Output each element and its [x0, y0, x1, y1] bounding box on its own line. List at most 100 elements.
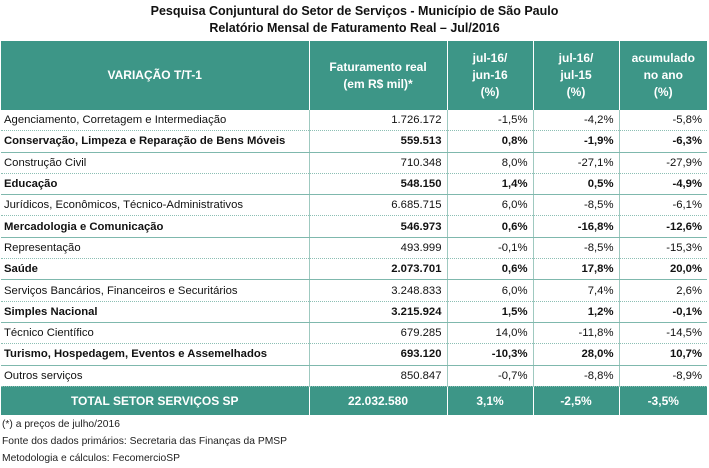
table-row: Saúde 2.073.701 0,6% 17,8% 20,0% [1, 258, 707, 281]
row-label: Simples Nacional [1, 301, 309, 323]
row-mensal: 1,5% [446, 301, 533, 323]
header-acumulado-line1: acumulado [631, 51, 695, 65]
header-mensal-line2: jun-16 [472, 68, 508, 82]
table-header-row: VARIAÇÃO T/T-1 Faturamento real (em R$ m… [1, 41, 707, 110]
row-label: Jurídicos, Econômicos, Técnico-Administr… [1, 194, 309, 217]
header-mensal-line3: (%) [480, 85, 500, 99]
row-anual: 1,2% [532, 301, 619, 323]
total-anual: -2,5% [533, 386, 620, 415]
row-faturamento: 710.348 [308, 152, 447, 174]
total-acumulado: -3,5% [619, 386, 707, 415]
row-mensal: 14,0% [446, 322, 533, 345]
header-mensal-line1: jul-16/ [472, 51, 508, 65]
row-mensal: 8,0% [446, 152, 533, 174]
row-acumulado: -4,9% [618, 173, 707, 196]
row-mensal: 6,0% [446, 279, 533, 302]
row-acumulado: 10,7% [618, 343, 707, 366]
row-faturamento: 548.150 [308, 173, 447, 196]
row-acumulado: -6,3% [618, 130, 707, 153]
table-row: Educação 548.150 1,4% 0,5% -4,9% [1, 173, 707, 196]
header-anual-line1: jul-16/ [558, 51, 594, 65]
header-faturamento-line2: (em R$ mil)* [343, 76, 413, 91]
row-faturamento: 693.120 [308, 343, 447, 366]
row-faturamento: 3.215.924 [308, 301, 447, 323]
revenue-table: VARIAÇÃO T/T-1 Faturamento real (em R$ m… [1, 41, 707, 415]
header-mensal: jul-16/ jun-16 (%) [447, 41, 534, 110]
table-row: Técnico Científico 679.285 14,0% -11,8% -14,… [1, 322, 707, 345]
row-anual: 0,5% [532, 173, 619, 196]
header-acumulado: acumulado no ano (%) [619, 41, 707, 110]
row-mensal: 6,0% [446, 194, 533, 217]
row-faturamento: 850.847 [308, 365, 447, 387]
total-mensal: 3,1% [447, 386, 534, 415]
header-acumulado-line3: (%) [653, 85, 673, 99]
footnote-metodologia: Metodologia e cálculos: FecomercioSP [2, 453, 180, 464]
title-line-1: Pesquisa Conjuntural do Setor de Serviço… [150, 4, 559, 18]
row-label: Técnico Científico [1, 322, 309, 345]
row-label: Mercadologia e Comunicação [1, 215, 309, 238]
row-faturamento: 6.685.715 [308, 194, 447, 217]
row-anual: -8,8% [532, 365, 619, 387]
row-acumulado: -12,6% [618, 215, 707, 238]
header-variacao: VARIAÇÃO T/T-1 [1, 41, 310, 110]
row-acumulado: 20,0% [618, 258, 707, 281]
row-label: Construção Civil [1, 152, 309, 174]
table-row: Conservação, Limpeza e Reparação de Bens… [1, 130, 707, 153]
row-faturamento: 679.285 [308, 322, 447, 345]
footnote-precos: (*) a preços de julho/2016 [2, 419, 120, 430]
table-row: Outros serviços 850.847 -0,7% -8,8% -8,9% [1, 365, 707, 387]
row-mensal: -0,7% [446, 365, 533, 387]
total-row: TOTAL SETOR SERVIÇOS SP 22.032.580 3,1% … [1, 386, 707, 415]
total-label: TOTAL SETOR SERVIÇOS SP [1, 386, 310, 415]
row-anual: 17,8% [532, 258, 619, 281]
row-acumulado: -8,9% [618, 365, 707, 387]
table-row: Representação 493.999 -0,1% -8,5% -15,3% [1, 237, 707, 260]
row-label: Representação [1, 237, 309, 260]
row-anual: -8,5% [532, 237, 619, 260]
row-faturamento: 493.999 [308, 237, 447, 260]
table-row: Simples Nacional 3.215.924 1,5% 1,2% -0,1% [1, 301, 707, 323]
row-mensal: -10,3% [446, 343, 533, 366]
header-anual-line2: jul-15 [560, 68, 592, 82]
row-anual: 28,0% [532, 343, 619, 366]
row-mensal: -0,1% [446, 237, 533, 260]
row-anual: -16,8% [532, 215, 619, 238]
footnotes: (*) a preços de julho/2016 Fonte dos dad… [2, 416, 287, 467]
total-faturamento: 22.032.580 [309, 386, 448, 415]
header-faturamento-line1: Faturamento real [329, 59, 427, 74]
table-row: Mercadologia e Comunicação 546.973 0,6% -16… [1, 215, 707, 238]
row-acumulado: -0,1% [618, 301, 707, 323]
table-row: Agenciamento, Corretagem e Intermediação… [1, 110, 707, 132]
row-faturamento: 3.248.833 [308, 279, 447, 302]
table-row: Jurídicos, Econômicos, Técnico-Administr… [1, 194, 707, 217]
row-anual: 7,4% [532, 279, 619, 302]
row-mensal: -1,5% [446, 110, 533, 132]
row-acumulado: -14,5% [618, 322, 707, 345]
header-acumulado-line2: no ano [643, 68, 683, 82]
row-acumulado: -27,9% [618, 152, 707, 174]
row-acumulado: -5,8% [618, 110, 707, 132]
row-label: Agenciamento, Corretagem e Intermediação [1, 110, 309, 132]
title-line-2: Relatório Mensal de Faturamento Real – J… [209, 21, 500, 35]
row-label: Turismo, Hospedagem, Eventos e Assemelha… [1, 343, 309, 366]
row-label: Outros serviços [1, 365, 309, 387]
table-row: Construção Civil 710.348 8,0% -27,1% -27,9% [1, 152, 707, 174]
row-mensal: 0,8% [446, 130, 533, 153]
table-row: Turismo, Hospedagem, Eventos e Assemelha… [1, 343, 707, 366]
row-anual: -1,9% [532, 130, 619, 153]
table-body: Agenciamento, Corretagem e Intermediação… [1, 110, 707, 387]
row-mensal: 0,6% [446, 258, 533, 281]
row-acumulado: -15,3% [618, 237, 707, 260]
row-mensal: 0,6% [446, 215, 533, 238]
row-acumulado: -6,1% [618, 194, 707, 217]
row-faturamento: 1.726.172 [308, 110, 447, 132]
row-acumulado: 2,6% [618, 279, 707, 302]
row-anual: -8,5% [532, 194, 619, 217]
row-label: Conservação, Limpeza e Reparação de Bens… [1, 130, 309, 153]
row-anual: -11,8% [532, 322, 619, 345]
row-anual: -4,2% [532, 110, 619, 132]
row-faturamento: 2.073.701 [308, 258, 447, 281]
row-faturamento: 559.513 [308, 130, 447, 153]
row-anual: -27,1% [532, 152, 619, 174]
header-anual-line3: (%) [566, 85, 586, 99]
